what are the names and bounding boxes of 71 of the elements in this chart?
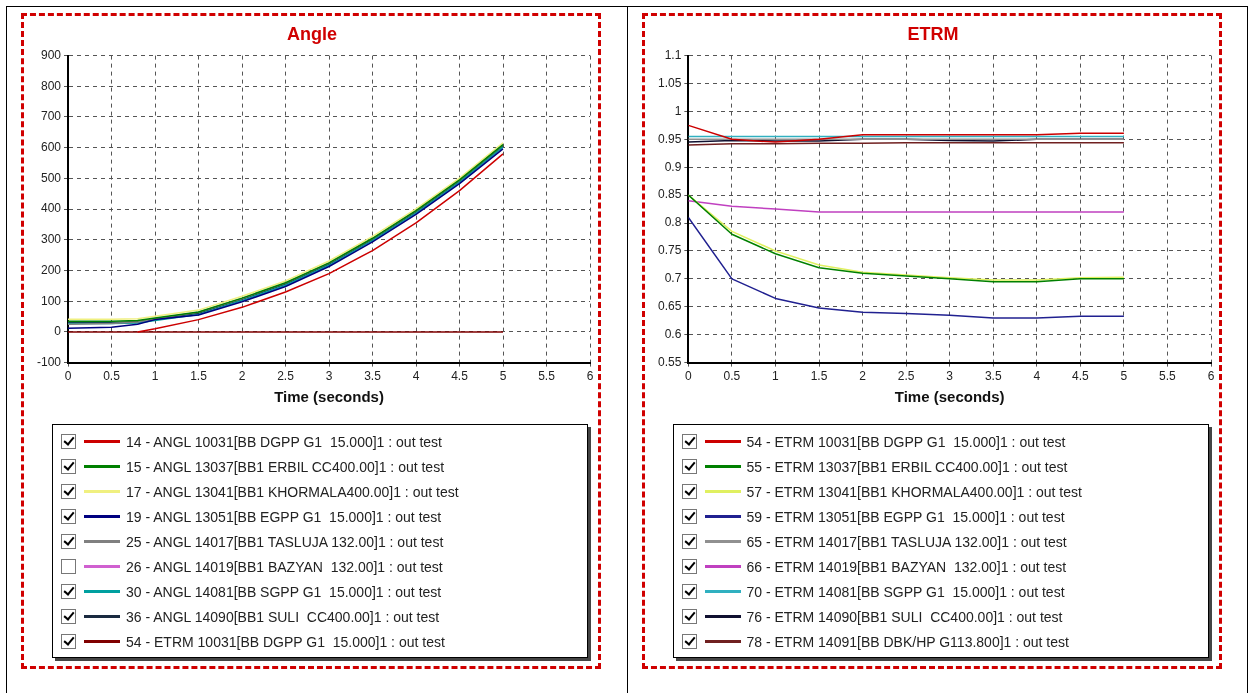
- x-tick-label: 3: [325, 369, 333, 384]
- chart-title: ETRM: [907, 23, 958, 44]
- y-tick-label: 0.9: [664, 159, 682, 174]
- x-tick-label: 0.5: [723, 369, 741, 384]
- y-tick-label: 1.05: [657, 75, 682, 90]
- x-tick-label: 3.5: [984, 369, 1002, 384]
- y-tick-label: 0.95: [657, 131, 682, 146]
- legend-label: 26 - ANGL 14019[BB1 BAZYAN 132.00]1 : out test: [126, 558, 443, 575]
- legend-label: 65 - ETRM 14017[BB1 TASLUJA 132.00]1 : out test: [746, 533, 1067, 550]
- x-tick-label: 5.5: [1158, 369, 1176, 384]
- y-tick-label: 0.6: [664, 327, 682, 341]
- legend-label: 78 - ETRM 14091[BB DBK/HP G113.800]1 : out test: [746, 633, 1069, 650]
- legend-label: 15 - ANGL 13037[BB1 ERBIL CC400.00]1 : out test: [126, 458, 445, 475]
- x-tick-label: 4: [1032, 369, 1040, 384]
- legend-label: 17 - ANGL 13041[BB1 KHORMALA400.00]1 : out test: [126, 483, 459, 500]
- legend-label: 30 - ANGL 14081[BB SGPP G1 15.000]1 : out test: [126, 583, 442, 600]
- x-tick-label: 5: [1120, 369, 1128, 384]
- x-tick-label: 1: [151, 369, 159, 384]
- y-tick-label: 500: [40, 170, 62, 185]
- x-tick-label: 1.5: [810, 369, 828, 384]
- y-tick-label: 0.75: [657, 243, 682, 258]
- y-tick-label: -100: [36, 354, 62, 369]
- y-tick-label: 0.7: [664, 271, 682, 286]
- x-tick-label: 4: [412, 369, 420, 384]
- x-tick-label: 5: [499, 369, 507, 384]
- y-tick-label: 1: [674, 103, 682, 118]
- legend-label: 54 - ETRM 10031[BB DGPP G1 15.000]1 : out test: [126, 633, 445, 650]
- legend-label: 19 - ANGL 13051[BB EGPP G1 15.000]1 : out test: [126, 508, 442, 525]
- x-axis-title: Time (seconds): [894, 388, 1005, 406]
- legend-label: 55 - ETRM 13037[BB1 ERBIL CC400.00]1 : out test: [746, 458, 1068, 475]
- x-tick-label: 0.5: [103, 369, 121, 384]
- x-tick-label: 6: [586, 369, 594, 384]
- y-tick-label: 400: [40, 201, 62, 216]
- x-tick-label: 1: [771, 369, 779, 384]
- x-tick-label: 3.5: [364, 369, 382, 384]
- legend-label: 70 - ETRM 14081[BB SGPP G1 15.000]1 : out test: [746, 583, 1065, 600]
- y-tick-label: 0.55: [657, 354, 682, 369]
- y-tick-label: 0.85: [657, 187, 682, 202]
- legend-label: 14 - ANGL 10031[BB DGPP G1 15.000]1 : out test: [126, 433, 442, 450]
- y-tick-label: 100: [40, 293, 62, 308]
- legend-label: 54 - ETRM 10031[BB DGPP G1 15.000]1 : out test: [746, 433, 1066, 450]
- x-tick-label: 4.5: [451, 369, 469, 384]
- y-tick-label: 0: [54, 324, 62, 339]
- x-tick-label: 2: [858, 369, 866, 384]
- y-tick-label: 200: [40, 262, 62, 277]
- y-tick-label: 700: [40, 109, 62, 124]
- x-tick-label: 0: [684, 369, 692, 384]
- y-tick-label: 900: [40, 47, 62, 62]
- legend-label: 57 - ETRM 13041[BB1 KHORMALA400.00]1 : out test: [746, 483, 1082, 500]
- legend-label: 25 - ANGL 14017[BB1 TASLUJA 132.00]1 : out test: [126, 533, 444, 550]
- legend-label: 76 - ETRM 14090[BB1 SULI CC400.00]1 : out test: [746, 608, 1063, 625]
- x-tick-label: 5.5: [538, 369, 556, 384]
- y-tick-label: 800: [40, 78, 62, 93]
- x-tick-label: 2.5: [897, 369, 915, 384]
- legend-label: 36 - ANGL 14090[BB1 SULI CC400.00]1 : out test: [126, 608, 440, 625]
- y-tick-label: 0.65: [657, 299, 682, 314]
- x-tick-label: 0: [64, 369, 72, 384]
- legend-label: 59 - ETRM 13051[BB EGPP G1 15.000]1 : out test: [746, 508, 1065, 525]
- legend-label: 66 - ETRM 14019[BB1 BAZYAN 132.00]1 : out test: [746, 558, 1067, 575]
- x-tick-label: 4.5: [1071, 369, 1089, 384]
- x-tick-label: 2: [238, 369, 246, 384]
- x-tick-label: 1.5: [190, 369, 208, 384]
- x-tick-label: 3: [945, 369, 953, 384]
- chart-title: Angle: [286, 23, 338, 44]
- x-axis-title: Time (seconds): [274, 388, 384, 406]
- y-tick-label: 300: [40, 232, 62, 247]
- y-tick-label: 600: [40, 140, 62, 155]
- y-tick-label: 1.1: [664, 47, 682, 62]
- x-tick-label: 6: [1207, 369, 1215, 384]
- x-tick-label: 2.5: [277, 369, 295, 384]
- y-tick-label: 0.8: [664, 215, 682, 230]
